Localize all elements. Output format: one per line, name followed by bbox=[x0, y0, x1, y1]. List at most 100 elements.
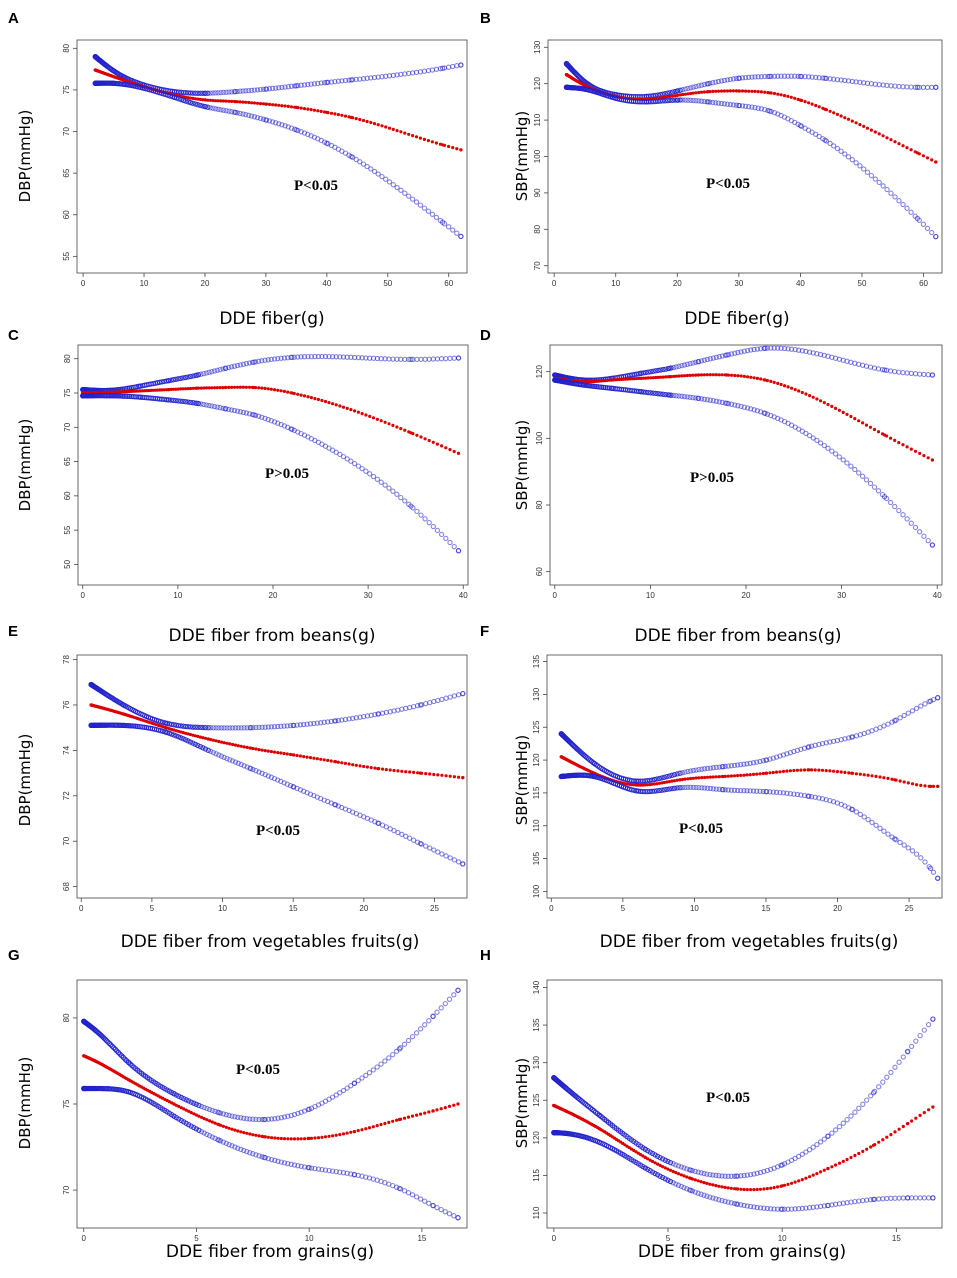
data-point-upper bbox=[747, 1171, 754, 1178]
data-point-upper bbox=[563, 61, 570, 67]
data-point-estimate bbox=[362, 764, 366, 769]
x-tick-label: 30 bbox=[837, 591, 846, 600]
data-point-lower bbox=[406, 193, 412, 199]
data-point-estimate bbox=[915, 783, 919, 787]
data-point-upper bbox=[827, 76, 833, 82]
data-point-upper bbox=[660, 366, 666, 373]
data-point-estimate bbox=[410, 1114, 415, 1118]
data-point-upper bbox=[760, 758, 766, 764]
data-point-upper bbox=[193, 1101, 199, 1107]
data-point-lower bbox=[367, 471, 373, 477]
data-point-estimate bbox=[902, 780, 906, 784]
data-point-lower bbox=[315, 1166, 322, 1172]
data-point-upper bbox=[163, 720, 169, 726]
data-point-lower bbox=[670, 1180, 676, 1186]
data-point-lower bbox=[699, 785, 705, 791]
data-point-upper bbox=[224, 725, 230, 731]
data-point-lower bbox=[897, 839, 903, 846]
data-point-upper bbox=[191, 1100, 197, 1106]
data-point-lower bbox=[206, 402, 212, 409]
data-point-lower bbox=[414, 839, 421, 845]
data-point-upper bbox=[207, 90, 214, 96]
data-point-upper bbox=[687, 360, 693, 367]
x-tick-label: 40 bbox=[459, 591, 468, 600]
data-point-upper bbox=[673, 1162, 679, 1168]
data-point-lower bbox=[773, 789, 780, 795]
data-point-estimate bbox=[901, 144, 905, 148]
data-point-estimate bbox=[415, 433, 419, 437]
data-point-estimate bbox=[636, 1151, 640, 1155]
data-point-upper bbox=[359, 1075, 365, 1081]
data-point-lower bbox=[914, 215, 921, 222]
data-point-estimate bbox=[850, 119, 854, 123]
data-point-estimate bbox=[745, 1188, 749, 1192]
data-point-upper bbox=[722, 763, 728, 770]
data-point-lower bbox=[363, 468, 369, 474]
data-point-upper bbox=[279, 84, 285, 91]
data-point-upper bbox=[701, 1170, 707, 1177]
data-point-lower bbox=[920, 221, 927, 227]
data-point-upper bbox=[170, 377, 177, 383]
data-point-estimate bbox=[740, 89, 745, 93]
data-point-lower bbox=[746, 104, 752, 110]
x-tick-label: 20 bbox=[201, 279, 210, 288]
data-point-upper bbox=[674, 771, 680, 777]
data-point-upper bbox=[816, 75, 822, 81]
data-point-estimate bbox=[656, 375, 660, 379]
data-point-estimate bbox=[782, 94, 787, 98]
data-point-lower bbox=[451, 857, 458, 863]
data-point-upper bbox=[648, 369, 654, 375]
data-point-upper bbox=[187, 90, 194, 96]
data-point-lower bbox=[785, 1206, 791, 1212]
data-point-estimate bbox=[686, 777, 690, 781]
data-point-estimate bbox=[885, 1135, 889, 1139]
x-tick-label: 5 bbox=[194, 1234, 199, 1243]
data-point-lower bbox=[247, 1150, 253, 1156]
data-point-upper bbox=[751, 346, 757, 353]
data-point-upper bbox=[710, 80, 716, 86]
data-point-lower bbox=[402, 498, 408, 504]
y-tick-label: 135 bbox=[532, 1018, 541, 1032]
data-point-estimate bbox=[849, 1155, 853, 1160]
data-point-upper bbox=[721, 77, 728, 84]
data-point-estimate bbox=[444, 774, 448, 778]
data-point-upper bbox=[701, 357, 708, 363]
data-point-upper bbox=[930, 696, 937, 703]
data-point-lower bbox=[924, 225, 931, 232]
series-estimate bbox=[82, 1054, 460, 1141]
data-point-lower bbox=[707, 1194, 713, 1200]
data-point-lower bbox=[265, 416, 271, 423]
data-point-estimate bbox=[830, 404, 834, 408]
data-point-lower bbox=[713, 100, 719, 106]
data-point-upper bbox=[447, 355, 453, 362]
data-point-upper bbox=[257, 86, 264, 93]
data-point-lower bbox=[261, 1154, 267, 1161]
data-point-lower bbox=[784, 790, 790, 796]
data-point-upper bbox=[660, 1156, 666, 1162]
data-point-estimate bbox=[775, 770, 779, 774]
data-point-estimate bbox=[177, 1104, 181, 1109]
data-point-estimate bbox=[204, 386, 208, 390]
data-point-lower bbox=[409, 196, 416, 202]
data-point-upper bbox=[655, 367, 661, 374]
data-point-upper bbox=[822, 75, 828, 81]
data-point-lower bbox=[877, 825, 883, 831]
data-point-estimate bbox=[434, 141, 438, 145]
data-point-upper bbox=[704, 1171, 710, 1177]
data-point-lower bbox=[695, 395, 701, 401]
data-point-upper bbox=[282, 84, 288, 90]
data-point-upper bbox=[908, 370, 914, 377]
data-point-estimate bbox=[841, 1159, 845, 1163]
data-point-estimate bbox=[649, 376, 653, 380]
data-point-estimate bbox=[391, 423, 395, 427]
data-point-estimate bbox=[750, 89, 754, 93]
data-point-upper bbox=[455, 355, 462, 361]
data-point-estimate bbox=[214, 99, 218, 103]
data-point-lower bbox=[426, 519, 432, 526]
data-point-lower bbox=[213, 751, 219, 757]
data-point-lower bbox=[200, 745, 206, 751]
data-point-upper bbox=[644, 778, 651, 784]
data-point-lower bbox=[888, 190, 894, 196]
data-point-estimate bbox=[375, 1124, 379, 1128]
data-point-upper bbox=[308, 81, 314, 87]
